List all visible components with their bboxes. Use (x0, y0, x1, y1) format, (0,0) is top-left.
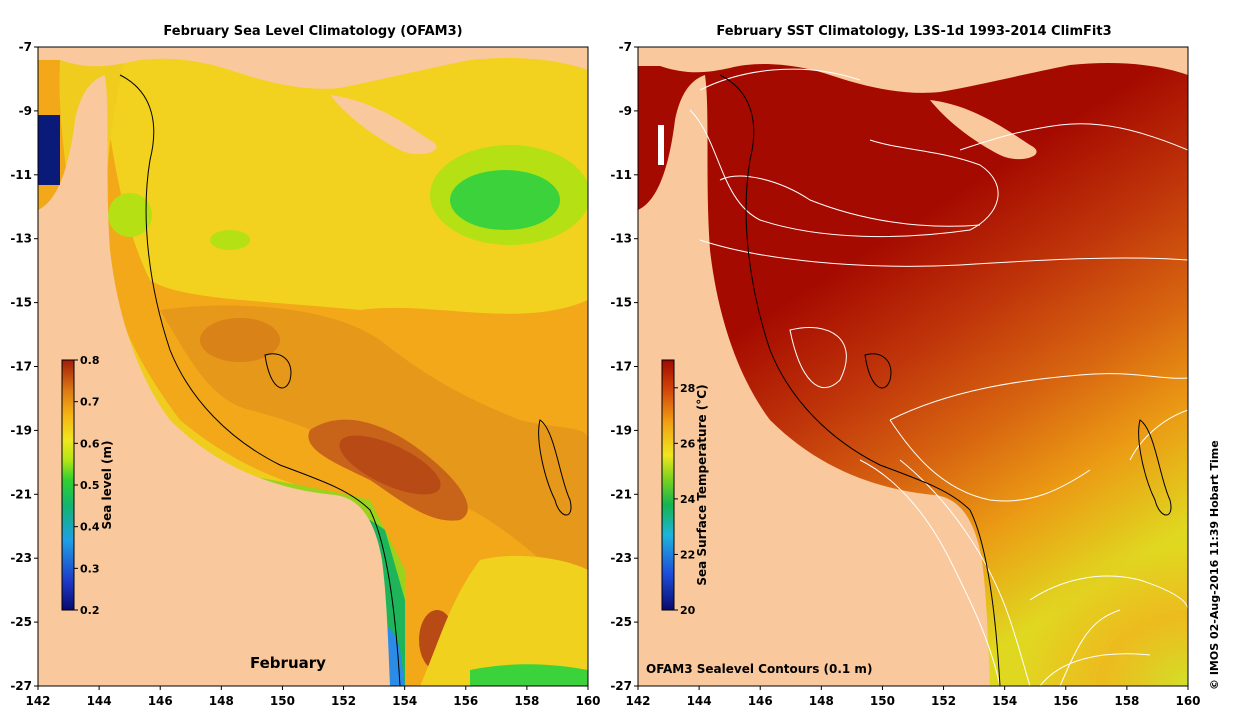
green-core-ne (450, 170, 560, 230)
lat-tick-label: -13 (10, 232, 32, 246)
right-land-png (638, 47, 1188, 93)
lon-tick-label: 146 (148, 694, 173, 708)
left-lat-axis: -7 -9 -11 -13 -15 -17 -19 -21 -23 -25 -27 (10, 40, 38, 693)
green-patch-nw (108, 193, 152, 237)
month-label: February (250, 654, 326, 672)
right-colorbar-ticks: 28 26 24 22 20 (674, 382, 696, 617)
colorbar-tick-label: 0.8 (80, 354, 100, 367)
left-strait-blue (38, 115, 60, 185)
lon-tick-label: 152 (931, 694, 956, 708)
right-panel-title: February SST Climatology, L3S-1d 1993-20… (716, 24, 1112, 39)
right-colorbar-label: Sea Surface Temperature (°C) (695, 384, 709, 585)
colorbar-tick-label: 0.5 (80, 479, 100, 492)
right-lon-axis: 142 144 146 148 150 152 154 156 158 160 (625, 686, 1201, 708)
lat-tick-label: -13 (610, 232, 632, 246)
lat-tick-label: -17 (610, 360, 632, 374)
lat-tick-label: -21 (10, 487, 32, 501)
lon-tick-label: 158 (514, 694, 539, 708)
lat-tick-label: -7 (619, 40, 632, 54)
green-patch-mid (210, 230, 250, 250)
lon-tick-label: 144 (687, 694, 712, 708)
lon-tick-label: 156 (453, 694, 478, 708)
lon-tick-label: 146 (748, 694, 773, 708)
lon-tick-label: 142 (625, 694, 650, 708)
lat-tick-label: -21 (610, 487, 632, 501)
lon-tick-label: 154 (992, 694, 1017, 708)
right-colorbar (661, 359, 675, 611)
lat-tick-label: -27 (10, 679, 32, 693)
orange-blob-w (200, 318, 280, 362)
lat-tick-label: -11 (610, 168, 632, 182)
right-shelf-contour (719, 74, 1001, 686)
colorbar-tick-label: 28 (680, 382, 695, 395)
lon-tick-label: 158 (1114, 694, 1139, 708)
right-map (638, 47, 1188, 686)
left-panel-title: February Sea Level Climatology (OFAM3) (163, 24, 463, 39)
left-map (38, 47, 588, 686)
left-yellow-south (420, 555, 588, 686)
right-land-australia (638, 75, 990, 686)
left-shelf-contour (119, 74, 401, 686)
left-colorbar-label: Sea level (m) (100, 440, 114, 529)
left-green-south (470, 664, 588, 686)
lon-tick-label: 150 (270, 694, 295, 708)
lon-tick-label: 150 (870, 694, 895, 708)
lon-tick-label: 156 (1053, 694, 1078, 708)
left-high-core (339, 435, 441, 495)
lat-tick-label: -23 (610, 551, 632, 565)
lat-tick-label: -17 (10, 360, 32, 374)
lon-tick-label: 154 (392, 694, 417, 708)
colorbar-tick-label: 26 (680, 437, 696, 450)
lat-tick-label: -27 (610, 679, 632, 693)
left-island-contour (264, 353, 292, 389)
lat-tick-label: -23 (10, 551, 32, 565)
lon-tick-label: 144 (87, 694, 112, 708)
lon-tick-label: 152 (331, 694, 356, 708)
colorbar-tick-label: 0.4 (80, 521, 100, 534)
lat-tick-label: -25 (610, 615, 632, 629)
colorbar-tick-label: 24 (680, 493, 696, 506)
lon-tick-label: 148 (209, 694, 234, 708)
right-nodata-strip (658, 125, 664, 165)
left-reef-contour (538, 419, 572, 516)
colorbar-tick-label: 0.2 (80, 604, 100, 617)
lat-tick-label: -11 (10, 168, 32, 182)
lat-tick-label: -25 (10, 615, 32, 629)
colorbar-tick-label: 0.6 (80, 437, 100, 450)
right-reef-contour (1138, 419, 1172, 516)
left-land-png (38, 47, 588, 89)
colorbar-tick-label: 22 (680, 548, 695, 561)
lat-tick-label: -15 (610, 296, 632, 310)
right-sealevel-contours (689, 68, 1188, 686)
left-colorbar-ticks: 0.8 0.7 0.6 0.5 0.4 0.3 0.2 (74, 354, 100, 617)
colorbar-tick-label: 0.3 (80, 562, 100, 575)
lat-tick-label: -7 (19, 40, 32, 54)
lon-tick-label: 148 (809, 694, 834, 708)
colorbar-tick-label: 0.7 (80, 396, 100, 409)
lon-tick-label: 160 (1175, 694, 1200, 708)
colorbar-tick-label: 20 (680, 604, 696, 617)
right-lat-axis: -7 -9 -11 -13 -15 -17 -19 -21 -23 -25 -27 (610, 40, 638, 693)
contour-note: OFAM3 Sealevel Contours (0.1 m) (646, 662, 872, 676)
left-colorbar (61, 359, 75, 611)
left-lon-axis: 142 144 146 148 150 152 154 156 158 160 (25, 686, 601, 708)
right-island-contour (864, 353, 892, 389)
lon-tick-label: 160 (575, 694, 600, 708)
lat-tick-label: -19 (10, 423, 32, 437)
right-land-islands (930, 100, 1037, 160)
lon-tick-label: 142 (25, 694, 50, 708)
lat-tick-label: -15 (10, 296, 32, 310)
left-land-australia (38, 75, 390, 686)
left-land-islands (330, 95, 437, 155)
lat-tick-label: -9 (19, 104, 32, 118)
lat-tick-label: -9 (619, 104, 632, 118)
imos-credit: © IMOS 02-Aug-2016 11:39 Hobart Time (1208, 440, 1221, 690)
lat-tick-label: -19 (610, 423, 632, 437)
